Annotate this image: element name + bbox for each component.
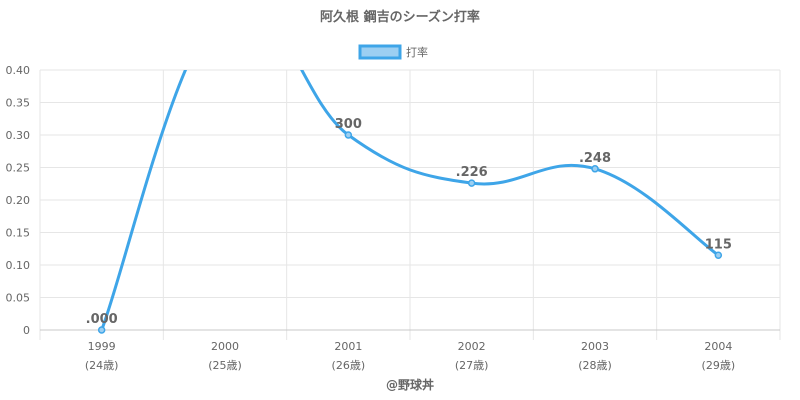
x-tick-label: 1999	[88, 340, 116, 353]
y-tick-label: 0.25	[6, 162, 31, 175]
x-tick-age-label: (28歳)	[578, 359, 612, 372]
x-tick-age-label: (25歳)	[208, 359, 242, 372]
y-tick-label: 0.15	[6, 227, 31, 240]
footer-credit: @野球丼	[386, 377, 434, 392]
x-tick-age-label: (29歳)	[702, 359, 736, 372]
grid	[39, 69, 781, 340]
data-label: .248	[579, 151, 611, 166]
legend-label: 打率	[406, 45, 428, 59]
x-tick-label: 2003	[581, 340, 609, 353]
data-point[interactable]	[467, 179, 476, 187]
y-tick-label: 0.40	[6, 64, 31, 77]
data-label: .000	[86, 312, 118, 327]
data-label: 300	[335, 117, 362, 132]
y-tick-label: 0.10	[6, 259, 31, 272]
y-tick-label: 0.05	[6, 292, 31, 305]
x-tick-label: 2002	[458, 340, 486, 353]
chart-title: 阿久根 鋼吉のシーズン打率	[320, 9, 480, 25]
x-tick-age-label: (26歳)	[332, 359, 366, 372]
data-point[interactable]	[97, 326, 106, 334]
x-tick-age-label: (24歳)	[85, 359, 119, 372]
axes: 0 0.05 0.10 0.15 0.20 0.25 0.30 0.35 0.40 1999 (24…	[6, 64, 780, 372]
data-points	[97, 131, 723, 334]
x-tick-age-label: (27歳)	[455, 359, 489, 372]
y-tick-label: 0.20	[6, 194, 31, 207]
x-tick-label: 2000	[211, 340, 239, 353]
data-point[interactable]	[591, 165, 599, 173]
legend-swatch	[358, 44, 402, 60]
data-point[interactable]	[344, 131, 353, 139]
data-point[interactable]	[714, 251, 723, 259]
x-tick-label: 2004	[704, 340, 732, 353]
data-label: 115	[705, 237, 732, 252]
data-label: .226	[456, 165, 488, 180]
y-tick-label: 0.30	[6, 129, 31, 142]
y-tick-label: 0.35	[6, 97, 31, 110]
x-tick-label: 2001	[334, 340, 362, 353]
data-labels: .000 300 .226 .248 115	[86, 117, 732, 327]
y-tick-label: 0	[23, 324, 30, 337]
legend[interactable]: 打率	[358, 44, 428, 60]
